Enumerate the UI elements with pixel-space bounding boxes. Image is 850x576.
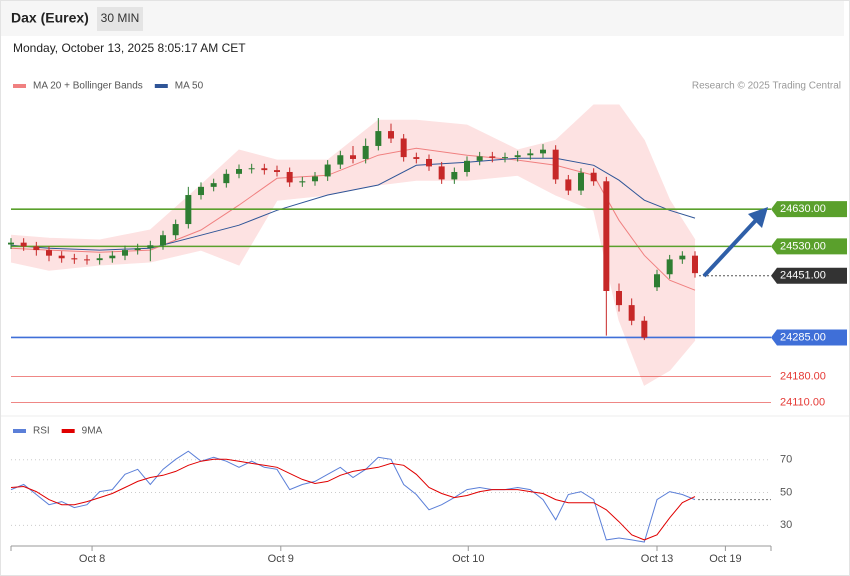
bollinger-band [11, 105, 695, 386]
candle-body [654, 274, 660, 288]
candle-body [489, 156, 496, 158]
candle-body [122, 250, 128, 256]
ma-line [10, 157, 696, 251]
x-tick-label: Oct 10 [452, 553, 484, 565]
x-tick-label: Oct 9 [268, 553, 294, 565]
candle-body [337, 155, 344, 165]
candle-body [299, 181, 306, 183]
legend-swatch [13, 429, 26, 433]
candle-body [476, 156, 483, 161]
candle-body [236, 169, 242, 174]
candle-body [540, 149, 546, 154]
candle-body [641, 320, 648, 338]
legend-swatch [154, 84, 168, 88]
candle-body [33, 246, 40, 251]
subtitle: Monday, October 13, 2025 8:05:17 AM CET [13, 41, 246, 55]
candle-body [628, 305, 635, 321]
level-label-box [771, 201, 847, 218]
candle-body [96, 258, 103, 261]
interval-box [97, 7, 143, 31]
candle-body [514, 155, 521, 158]
candle-body [400, 138, 407, 158]
candle-body [46, 250, 52, 256]
candle-body [464, 160, 470, 172]
candle-body [692, 255, 698, 274]
candle-body [438, 166, 445, 180]
level-label-box [771, 329, 847, 346]
level-label-box [771, 267, 847, 284]
rsi-line [10, 450, 696, 543]
candle-body [324, 164, 331, 177]
candle-body [147, 245, 154, 249]
level-label: 24285.00 [780, 331, 826, 343]
level-label: 24180.00 [780, 370, 826, 382]
band-lower [10, 174, 696, 386]
candle-body [223, 173, 230, 184]
candle-body [616, 290, 622, 306]
band-upper [10, 104, 696, 241]
candle-body [552, 149, 559, 180]
forecast-arrow [702, 207, 768, 278]
candle-body [8, 242, 14, 245]
ma-line [10, 147, 696, 291]
y-tick-label: 30 [780, 519, 792, 531]
x-tick-label: Oct 8 [79, 553, 105, 565]
legend-label: 9MA [82, 426, 103, 437]
candle-body [426, 158, 432, 167]
legend-label: MA 50 [175, 81, 204, 92]
y-tick-label: 50 [780, 486, 792, 498]
x-tick-label: Oct 13 [641, 553, 673, 565]
candle-body [590, 172, 597, 182]
candle-body [679, 255, 686, 260]
legend-swatch [61, 429, 75, 433]
level-label: 24451.00 [780, 270, 826, 282]
x-tick-label: Oct 19 [709, 553, 741, 565]
candle-body [71, 258, 78, 260]
credit: Research © 2025 Trading Central [692, 81, 841, 92]
level-label: 24110.00 [780, 396, 825, 408]
candle-body [134, 248, 141, 251]
legend-label: RSI [33, 426, 50, 437]
candle-body [109, 255, 116, 259]
candle-body [565, 179, 572, 191]
y-tick-label: 70 [780, 454, 792, 466]
candle-body [451, 171, 458, 180]
candle-body [413, 157, 420, 159]
legend-label: MA 20 + Bollinger Bands [33, 81, 143, 92]
candle-body [84, 259, 90, 261]
legend-swatch [13, 84, 26, 88]
level-label-box [771, 238, 847, 255]
candle-body [160, 235, 166, 246]
level-label: 24630.00 [780, 203, 826, 215]
candle-body [286, 171, 293, 183]
candle-body [362, 145, 369, 159]
candle-body [527, 153, 534, 156]
rsi-line [10, 458, 696, 541]
level-label: 24530.00 [780, 240, 826, 252]
candle-body [350, 155, 356, 159]
interval: 30 MIN [101, 11, 140, 25]
arrow-head [748, 207, 768, 228]
candle-body [666, 259, 673, 275]
candle-body [578, 172, 584, 191]
candle-body [58, 255, 65, 259]
candle-body [312, 176, 318, 182]
candle-body [185, 195, 192, 225]
candle-body [502, 157, 508, 159]
candle-body [603, 181, 610, 291]
chart-title: Dax (Eurex) [11, 10, 89, 26]
candle-body [274, 170, 280, 172]
candle-body [248, 168, 255, 170]
candle-body [20, 242, 27, 247]
candle-body [261, 168, 268, 171]
candle-body [198, 186, 204, 196]
candle-body [210, 183, 217, 187]
candle-body [375, 131, 382, 146]
candle-body [388, 131, 394, 139]
candle-body [172, 224, 179, 236]
arrow-shaft [702, 216, 760, 278]
